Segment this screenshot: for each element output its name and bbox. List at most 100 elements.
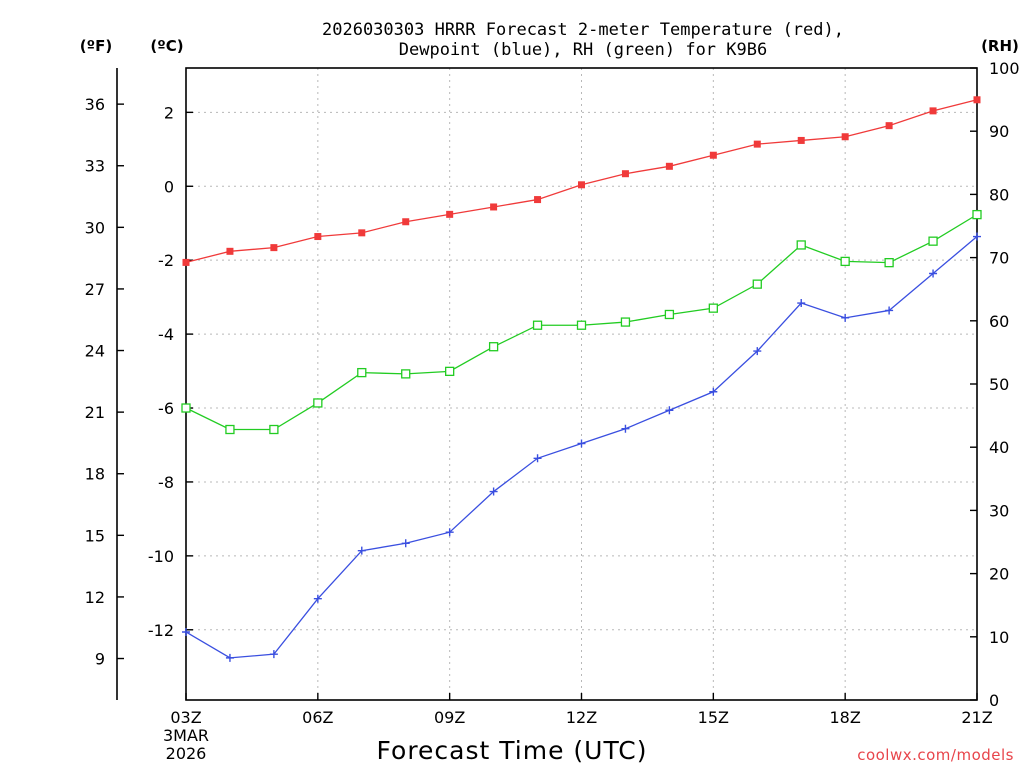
rh-tick-label: 60 <box>989 312 1009 331</box>
rh-point <box>972 209 982 220</box>
rh-tick-label: 0 <box>989 691 999 710</box>
temperature-point <box>753 140 761 148</box>
temperature-point <box>182 258 190 266</box>
celsius-tick-label: 0 <box>164 177 174 196</box>
fahrenheit-tick-label: 9 <box>95 650 105 669</box>
celsius-tick-label: -8 <box>158 473 174 492</box>
rh-tick-label: 90 <box>989 122 1009 141</box>
rh-unit-label: (RH) <box>981 37 1019 55</box>
rh-point <box>225 424 235 435</box>
dewpoint-point <box>225 653 234 662</box>
x-date-line-2: 2026 <box>166 744 207 763</box>
dewpoint-point <box>885 306 894 315</box>
temperature-point <box>490 203 498 211</box>
temperature-point <box>885 122 893 130</box>
dewpoint-point <box>753 347 762 356</box>
rh-point <box>357 367 367 378</box>
rh-point <box>840 256 850 267</box>
fahrenheit-tick-label: 33 <box>85 157 105 176</box>
dewpoint-point <box>929 269 938 278</box>
x-tick-label: 21Z <box>961 708 992 727</box>
temperature-point <box>665 162 673 170</box>
dewpoint-point <box>533 454 542 463</box>
temperature-point <box>621 170 629 178</box>
dewpoint-point <box>182 627 190 636</box>
fahrenheit-unit-label: (ºF) <box>80 37 112 55</box>
grid-lines <box>186 68 977 700</box>
rh-point <box>576 320 587 330</box>
rh-point <box>269 424 279 435</box>
celsius-tick-label: -4 <box>158 325 174 344</box>
x-tick-label: 03Z <box>170 708 201 727</box>
rh-point <box>488 342 499 352</box>
fahrenheit-tick-label: 36 <box>85 95 105 114</box>
dewpoint-point <box>709 387 718 396</box>
rh-tick-label: 100 <box>989 59 1020 78</box>
dewpoint-point <box>313 594 322 603</box>
rh-point <box>884 258 894 268</box>
data-series <box>181 96 982 662</box>
x-tick-label: 06Z <box>302 708 333 727</box>
rh-tick-label: 50 <box>989 375 1009 394</box>
celsius-tick-label: -12 <box>148 621 174 640</box>
fahrenheit-tick-label: 18 <box>85 465 105 484</box>
dewpoint-point <box>621 424 630 433</box>
temperature-point <box>534 196 542 204</box>
rh-point <box>796 240 806 250</box>
temperature-point <box>402 218 410 226</box>
x-tick-label: 15Z <box>698 708 729 727</box>
rh-tick-label: 70 <box>989 249 1009 268</box>
celsius-tick-label: 2 <box>164 103 174 122</box>
temperature-point <box>929 107 937 115</box>
rh-tick-label: 80 <box>989 185 1009 204</box>
dewpoint-point <box>489 487 498 496</box>
rh-point <box>532 320 543 330</box>
chart-title-line-2: Dewpoint (blue), RH (green) for K9B6 <box>399 40 767 60</box>
dewpoint-point <box>445 528 454 537</box>
temperature-point <box>973 96 981 104</box>
x-tick-label: 09Z <box>434 708 465 727</box>
celsius-tick-label: -10 <box>148 547 174 566</box>
plot-frame <box>185 67 978 701</box>
temperature-point <box>797 136 805 144</box>
dewpoint-point <box>577 439 586 448</box>
rh-point <box>928 236 938 246</box>
dewpoint-point <box>797 299 806 308</box>
rh-point <box>708 303 718 313</box>
fahrenheit-tick-label: 12 <box>85 588 105 607</box>
temperature-line <box>185 99 978 264</box>
temperature-point <box>446 210 454 218</box>
rh-tick-label: 30 <box>989 501 1009 520</box>
rh-point <box>181 403 191 413</box>
temperature-point <box>578 181 585 189</box>
dewpoint-point <box>973 232 981 241</box>
fahrenheit-tick-label: 15 <box>85 526 105 545</box>
temperature-point <box>270 244 278 252</box>
temperature-point <box>314 233 322 241</box>
x-date-line-1: 3MAR <box>163 726 209 745</box>
rh-tick-label: 40 <box>989 438 1009 457</box>
dewpoint-point <box>841 313 850 322</box>
celsius-unit-label: (ºC) <box>150 37 183 55</box>
dewpoint-point <box>269 650 278 659</box>
dewpoint-point <box>401 539 410 548</box>
temperature-point <box>841 133 849 141</box>
rh-point <box>620 317 631 327</box>
celsius-tick-label: -2 <box>158 251 174 270</box>
axes: 20-2-4-6-8-10-12363330272421181512910090… <box>85 59 1020 727</box>
fahrenheit-tick-label: 21 <box>85 403 105 422</box>
dewpoint-point <box>357 546 366 555</box>
rh-tick-label: 20 <box>989 565 1009 584</box>
fahrenheit-tick-label: 24 <box>85 342 105 361</box>
credit-text: coolwx.com/models <box>857 746 1014 764</box>
dewpoint-point <box>665 406 674 415</box>
x-tick-label: 12Z <box>566 708 597 727</box>
temperature-point <box>226 247 234 255</box>
temperature-point <box>709 151 717 159</box>
rh-point <box>401 369 411 379</box>
rh-point <box>664 309 675 320</box>
fahrenheit-tick-label: 30 <box>85 218 105 237</box>
temperature-point <box>358 229 366 237</box>
x-tick-label: 18Z <box>830 708 861 727</box>
